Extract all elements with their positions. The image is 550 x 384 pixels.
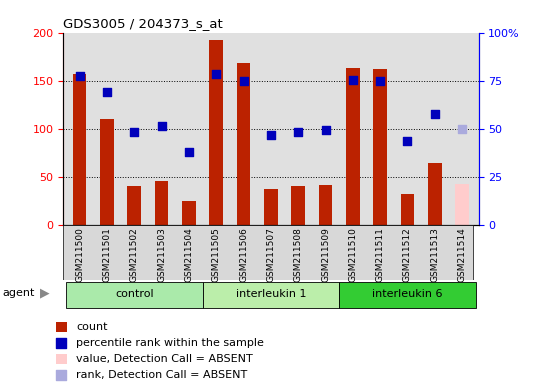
Bar <box>100 119 114 225</box>
Point <box>321 127 330 133</box>
Point <box>376 78 384 84</box>
Text: GSM211501: GSM211501 <box>102 227 112 282</box>
Text: control: control <box>115 289 153 299</box>
Bar <box>210 40 223 225</box>
Text: count: count <box>76 322 108 332</box>
Text: GSM211513: GSM211513 <box>430 227 439 282</box>
Point <box>349 77 358 83</box>
Text: GSM211504: GSM211504 <box>184 227 194 282</box>
Text: value, Detection Call = ABSENT: value, Detection Call = ABSENT <box>76 354 253 364</box>
Text: GSM211503: GSM211503 <box>157 227 166 282</box>
Text: percentile rank within the sample: percentile rank within the sample <box>76 338 264 348</box>
Point <box>57 340 66 346</box>
Point <box>57 372 66 378</box>
Point <box>102 89 111 95</box>
Bar <box>400 194 414 225</box>
Bar <box>339 282 476 308</box>
Text: GSM211507: GSM211507 <box>266 227 276 282</box>
Bar <box>202 282 339 308</box>
Point <box>403 138 412 144</box>
Point <box>75 73 84 79</box>
Point <box>157 123 166 129</box>
Text: GSM211502: GSM211502 <box>130 227 139 282</box>
Bar <box>428 163 442 225</box>
Point <box>266 132 275 139</box>
Text: agent: agent <box>3 288 35 298</box>
Point <box>458 126 466 132</box>
Text: GSM211514: GSM211514 <box>458 227 466 282</box>
Bar <box>318 185 332 225</box>
Text: GSM211512: GSM211512 <box>403 227 412 282</box>
Text: GSM211508: GSM211508 <box>294 227 302 282</box>
Bar <box>236 63 250 225</box>
Bar <box>56 322 67 332</box>
Text: GSM211511: GSM211511 <box>376 227 384 282</box>
Bar <box>264 189 278 225</box>
Bar <box>56 354 67 364</box>
Text: GSM211505: GSM211505 <box>212 227 221 282</box>
Bar <box>155 182 168 225</box>
Bar <box>128 186 141 225</box>
Text: rank, Detection Call = ABSENT: rank, Detection Call = ABSENT <box>76 370 248 380</box>
Text: GSM211500: GSM211500 <box>75 227 84 282</box>
Point <box>431 111 439 118</box>
Bar <box>182 201 196 225</box>
Text: GSM211509: GSM211509 <box>321 227 330 282</box>
Text: ▶: ▶ <box>40 287 49 300</box>
Bar <box>346 68 360 225</box>
Point <box>212 71 221 77</box>
Text: interleukin 6: interleukin 6 <box>372 289 443 299</box>
Bar <box>373 69 387 225</box>
Text: GSM211510: GSM211510 <box>348 227 358 282</box>
Text: interleukin 1: interleukin 1 <box>235 289 306 299</box>
Text: GDS3005 / 204373_s_at: GDS3005 / 204373_s_at <box>63 17 223 30</box>
Point <box>184 149 193 155</box>
Bar <box>73 74 86 225</box>
Text: GSM211506: GSM211506 <box>239 227 248 282</box>
Bar <box>455 184 469 225</box>
Bar <box>66 282 202 308</box>
Point <box>130 129 139 135</box>
Bar <box>292 186 305 225</box>
Point <box>294 129 302 135</box>
Point <box>239 78 248 84</box>
